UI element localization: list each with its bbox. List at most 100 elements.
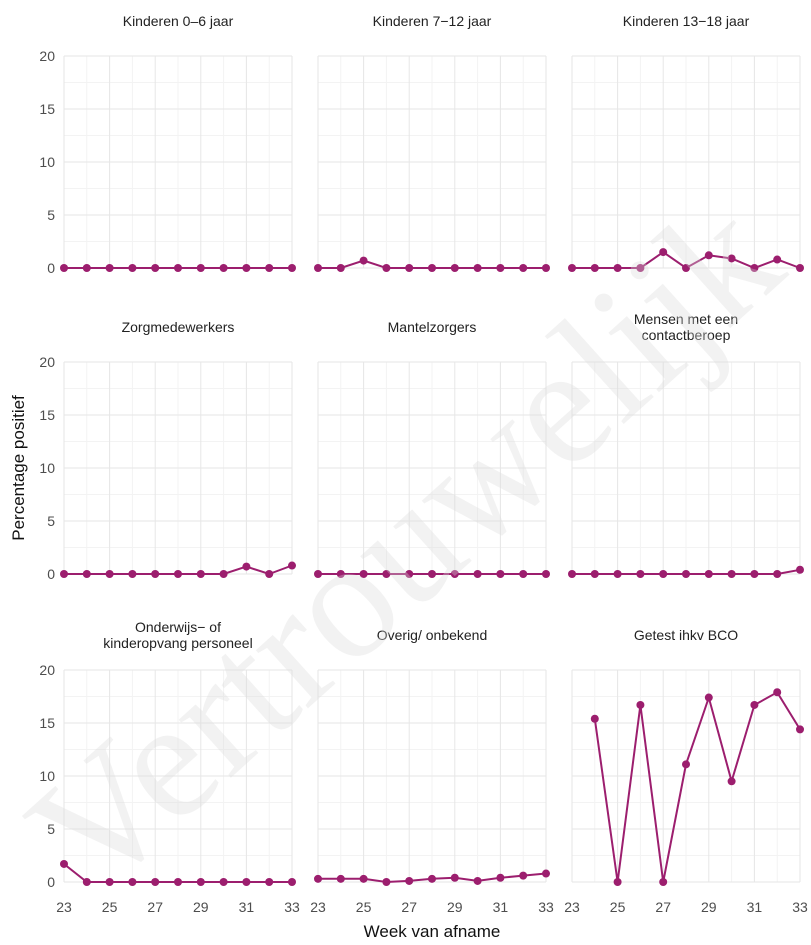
data-point [496, 570, 505, 578]
data-point [704, 693, 713, 702]
facet-panel: Kinderen 13−18 jaar [568, 13, 804, 272]
data-point [174, 264, 182, 272]
data-point [288, 264, 296, 272]
data-point [450, 264, 459, 272]
data-point [636, 264, 645, 272]
y-tick-label: 0 [47, 566, 55, 582]
data-point [359, 256, 368, 265]
data-point [659, 248, 668, 257]
data-point [519, 871, 528, 880]
data-point [519, 570, 528, 578]
y-tick-label: 5 [47, 821, 55, 837]
facet-title: Zorgmedewerkers [122, 319, 235, 335]
data-point [265, 878, 274, 886]
data-point [82, 878, 91, 886]
data-point [568, 264, 576, 272]
data-point [151, 878, 160, 886]
data-point [727, 254, 736, 263]
y-tick-label: 10 [39, 768, 55, 784]
data-point [682, 760, 690, 769]
y-tick-label: 10 [39, 154, 55, 170]
data-point [773, 255, 782, 264]
facet-title: Mensen met een [634, 311, 738, 327]
data-point [242, 264, 251, 272]
data-point [60, 264, 68, 272]
data-point [428, 570, 436, 578]
data-point [60, 859, 68, 868]
data-point [336, 570, 345, 578]
x-tick-label: 27 [401, 899, 417, 915]
y-tick-label: 10 [39, 460, 55, 476]
data-point [174, 878, 182, 886]
data-point [382, 878, 391, 886]
x-tick-label: 31 [493, 899, 509, 915]
facet-panel: Kinderen 7−12 jaar [314, 13, 550, 272]
data-point [336, 874, 345, 883]
data-point [265, 264, 274, 272]
x-tick-label: 25 [102, 899, 118, 915]
y-tick-label: 20 [39, 48, 55, 64]
y-tick-label: 0 [47, 260, 55, 276]
x-tick-label: 29 [701, 899, 717, 915]
x-tick-label: 27 [655, 899, 671, 915]
data-point [450, 873, 459, 882]
data-point [613, 878, 622, 886]
data-point [105, 264, 114, 272]
x-tick-label: 31 [239, 899, 255, 915]
data-point [496, 264, 505, 272]
x-tick-label: 23 [564, 899, 580, 915]
data-point [473, 264, 482, 272]
data-point [82, 570, 91, 578]
data-point [636, 700, 645, 709]
data-point [773, 688, 782, 697]
data-point [590, 714, 599, 723]
y-tick-label: 20 [39, 354, 55, 370]
y-tick-label: 15 [39, 715, 55, 731]
x-tick-label: 27 [147, 899, 163, 915]
facet-title: Mantelzorgers [388, 319, 477, 335]
data-point [219, 878, 228, 886]
y-tick-label: 15 [39, 407, 55, 423]
data-point [428, 874, 436, 883]
x-tick-label: 31 [747, 899, 763, 915]
data-point [659, 570, 668, 578]
facet-title: kinderopvang personeel [103, 635, 252, 651]
x-tick-label: 29 [193, 899, 209, 915]
data-point [682, 570, 690, 578]
x-axis-title: Week van afname [364, 922, 501, 941]
data-point [382, 570, 391, 578]
facet-title: Getest ihkv BCO [634, 627, 738, 643]
x-tick-label: 25 [610, 899, 626, 915]
data-point [613, 264, 622, 272]
x-tick-label: 33 [792, 899, 808, 915]
data-point [727, 777, 736, 786]
data-point [750, 264, 759, 272]
y-tick-label: 20 [39, 662, 55, 678]
y-axis-title: Percentage positief [9, 395, 28, 541]
facet-panel: Overig/ onbekend 23 25 27 29 31 33 [310, 627, 554, 915]
x-tick-label: 23 [56, 899, 72, 915]
facet-panel: Mantelzorgers [314, 319, 550, 578]
facet-panel: Kinderen 0–6 jaar 0 5 10 15 20 [39, 13, 296, 276]
y-tick-label: 15 [39, 101, 55, 117]
facet-title: Kinderen 0–6 jaar [123, 13, 234, 29]
data-point [450, 570, 459, 578]
data-point [590, 264, 599, 272]
data-point [151, 264, 160, 272]
facet-panel: Getest ihkv BCO 23 25 27 29 31 33 [564, 627, 808, 915]
data-point [314, 570, 322, 578]
data-point [196, 264, 205, 272]
x-tick-label: 33 [538, 899, 554, 915]
data-point [196, 878, 205, 886]
y-tick-label: 0 [47, 874, 55, 890]
facet-title: contactberoep [642, 327, 731, 343]
data-point [196, 570, 205, 578]
data-point [796, 725, 804, 734]
x-tick-label: 29 [447, 899, 463, 915]
data-point [336, 264, 345, 272]
data-point [314, 264, 322, 272]
data-point [750, 700, 759, 709]
data-point [219, 264, 228, 272]
